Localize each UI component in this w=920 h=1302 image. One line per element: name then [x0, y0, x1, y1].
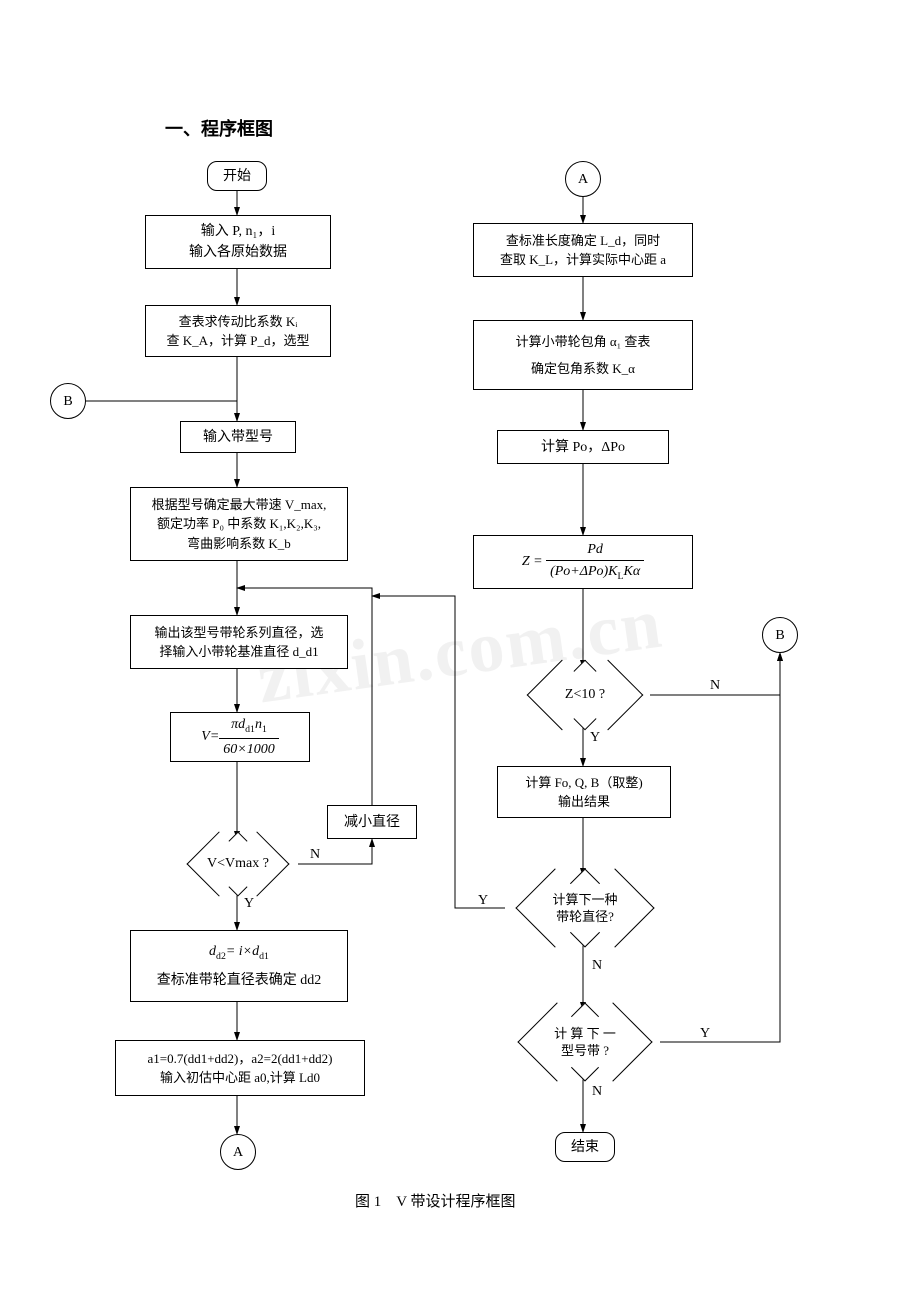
formula-z: Z = Pd(Po+ΔPo)KLKα [522, 539, 644, 584]
figure-caption: 图 1 V 带设计程序框图 [355, 1190, 516, 1211]
text-line: 计算小带轮包角 α₁ 查表 [516, 332, 651, 352]
text-line: 查表求传动比系数 Kᵢ [179, 312, 298, 332]
node-wrap-angle: 计算小带轮包角 α₁ 查表 确定包角系数 K_α [473, 320, 693, 390]
page-title: 一、程序框图 [165, 115, 273, 141]
node-a1a2: a1=0.7(dd1+dd2)，a2=2(dd1+dd2) 输入初估中心距 a0… [115, 1040, 365, 1096]
connector-a-top: A [565, 161, 601, 197]
text-line: 确定包角系数 K_α [531, 359, 635, 379]
node-calc-v: V=πdd1n160×1000 [170, 712, 310, 762]
node-type-params: 根据型号确定最大带速 V_max, 额定功率 P₀ 中系数 K₁,K₂,K₃, … [130, 487, 348, 561]
text-line: 额定功率 P₀ 中系数 K₁,K₂,K₃, [157, 514, 321, 534]
connector-b-right: B [762, 617, 798, 653]
text-line: 输入各原始数据 [189, 242, 287, 263]
connector-b-left: B [50, 383, 86, 419]
text-line: 输入 P, n₁，i [201, 221, 276, 242]
node-input-type: 输入带型号 [180, 421, 296, 453]
node-input1: 输入 P, n₁，i 输入各原始数据 [145, 215, 331, 269]
edge-label: Y [590, 730, 600, 746]
formula-dd2: dd2= i×dd1 [209, 941, 269, 964]
node-end: 结束 [555, 1132, 615, 1162]
text-line: a1=0.7(dd1+dd2)，a2=2(dd1+dd2) [148, 1049, 333, 1069]
node-lookup1: 查表求传动比系数 Kᵢ 查 K_A，计算 P_d，选型 [145, 305, 331, 357]
node-out-dia: 输出该型号带轮系列直径，选 择输入小带轮基准直径 d_d1 [130, 615, 348, 669]
edge-label: Y [244, 896, 254, 912]
decision-next-dia: 计算下一种带轮直径? [505, 876, 665, 940]
node-calc-fo: 计算 Fo, Q, B（取整) 输出结果 [497, 766, 671, 818]
edge-label: N [592, 1084, 602, 1100]
edge-label: N [310, 847, 320, 863]
decision-z: Z<10 ? [520, 668, 650, 722]
connector-a-bottom: A [220, 1134, 256, 1170]
edge-label: N [710, 678, 720, 694]
text-line: 输入初估中心距 a0,计算 Ld0 [160, 1068, 320, 1088]
text-line: 弯曲影响系数 K_b [187, 534, 291, 554]
text-line: 查标准长度确定 L_d，同时 [506, 231, 660, 251]
text-line: 查标准带轮直径表确定 dd2 [157, 970, 322, 991]
edge-label: N [592, 958, 602, 974]
node-reduce-dia: 减小直径 [327, 805, 417, 839]
node-start: 开始 [207, 161, 267, 191]
node-dd2: dd2= i×dd1 查标准带轮直径表确定 dd2 [130, 930, 348, 1002]
text-line: 输出结果 [558, 792, 610, 812]
node-calc-z: Z = Pd(Po+ΔPo)KLKα [473, 535, 693, 589]
text-line: 查 K_A，计算 P_d，选型 [166, 331, 309, 351]
formula-v: V=πdd1n160×1000 [201, 714, 278, 759]
text-line: 择输入小带轮基准直径 d_d1 [159, 642, 318, 662]
edge-label: Y [478, 893, 488, 909]
edge-label: Y [700, 1026, 710, 1042]
decision-vmax: V<Vmax ? [178, 839, 298, 889]
text-line: 输出该型号带轮系列直径，选 [154, 623, 323, 643]
node-calc-po: 计算 Po，ΔPo [497, 430, 669, 464]
text-line: 计算 Fo, Q, B（取整) [525, 773, 642, 793]
text-line: 根据型号确定最大带速 V_max, [152, 495, 327, 515]
decision-next-type: 计 算 下 一型号带 ? [510, 1010, 660, 1074]
node-std-len: 查标准长度确定 L_d，同时 查取 K_L，计算实际中心距 a [473, 223, 693, 277]
text-line: 查取 K_L，计算实际中心距 a [500, 250, 666, 270]
